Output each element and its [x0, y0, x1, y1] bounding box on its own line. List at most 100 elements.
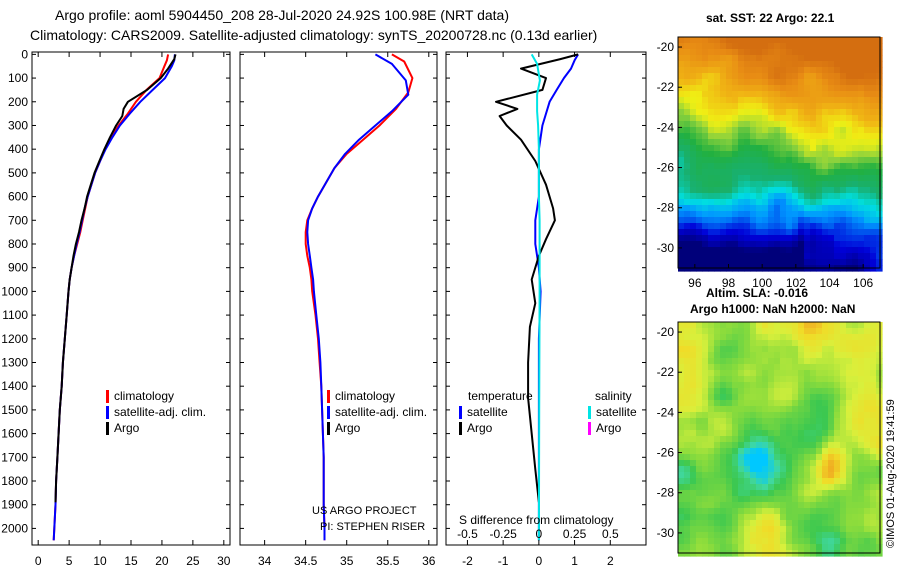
sst-map-cell: [684, 121, 691, 128]
salinity-panel-frame: [239, 51, 438, 546]
sla-map-cell: [762, 502, 769, 509]
sla-map-cell: [684, 532, 691, 539]
sst-map-cell: [846, 217, 853, 224]
sst-map-cell: [690, 175, 697, 182]
sla-map-cell: [738, 484, 745, 491]
sst-map-cell: [720, 247, 727, 254]
sst-map-cell: [810, 211, 817, 218]
sla-map-cell: [864, 532, 871, 539]
sla-map-cell: [696, 448, 703, 455]
sst-map-cell: [780, 223, 787, 230]
sla-map-cell: [870, 376, 877, 383]
sla-map-cell: [840, 448, 847, 455]
sla-map-cell: [726, 448, 733, 455]
sla-map-cell: [792, 460, 799, 467]
sst-map-cell: [858, 205, 865, 212]
sst-map-cell: [876, 259, 883, 266]
sla-map-cell: [852, 508, 859, 515]
sla-map-cell: [816, 454, 823, 461]
sst-map-cell: [696, 181, 703, 188]
sla-map-cell: [690, 436, 697, 443]
sla-map-cell: [852, 424, 859, 431]
sla-map-cell: [840, 454, 847, 461]
map-y-tick-label: -26: [657, 161, 675, 175]
sst-map-cell: [834, 241, 841, 248]
sla-map-cell: [864, 400, 871, 407]
sst-map-cell: [786, 121, 793, 128]
series-climatology: [52, 54, 170, 541]
sst-map-cell: [846, 199, 853, 206]
sst-map-cell: [792, 217, 799, 224]
sla-map-cell: [804, 502, 811, 509]
sst-map-cell: [720, 43, 727, 50]
sst-map-cell: [678, 151, 685, 158]
sst-map-cell: [684, 97, 691, 104]
sst-map-cell: [696, 223, 703, 230]
sst-map-cell: [714, 79, 721, 86]
sst-map-cell: [858, 199, 865, 206]
sst-map-cell: [690, 211, 697, 218]
sla-map-cell: [786, 412, 793, 419]
sst-map-cell: [690, 97, 697, 104]
sla-map-cell: [834, 538, 841, 545]
difference-x-axis: -2 -1 0 1 2-0.5 -0.25 0 0.25 0.5: [457, 52, 619, 568]
sst-map-cell: [828, 241, 835, 248]
sst-map-cell: [816, 79, 823, 86]
sla-map-cell: [822, 370, 829, 377]
sla-map-cell: [696, 430, 703, 437]
sla-map-cell: [780, 436, 787, 443]
sst-map-cell: [858, 145, 865, 152]
sst-map-cell: [684, 67, 691, 74]
sst-map-cell: [702, 211, 709, 218]
sla-map-cell: [798, 430, 805, 437]
sla-map-cell: [780, 502, 787, 509]
sst-map-cell: [864, 247, 871, 254]
sst-map-cell: [858, 67, 865, 74]
sla-map-cell: [708, 496, 715, 503]
sla-map-cell: [816, 448, 823, 455]
sst-map-cell: [714, 157, 721, 164]
sla-map-cell: [768, 358, 775, 365]
sst-map-cell: [822, 73, 829, 80]
sst-map-cell: [696, 151, 703, 158]
sla-map-cell: [720, 526, 727, 533]
sla-map-cell: [750, 478, 757, 485]
sla-map-cell: [834, 418, 841, 425]
sst-map-cell: [822, 169, 829, 176]
sst-map-cell: [702, 139, 709, 146]
sst-map-cell: [756, 73, 763, 80]
sla-map-cell: [756, 430, 763, 437]
sla-map-cell: [774, 448, 781, 455]
sla-map-cell: [774, 382, 781, 389]
sst-map-cell: [690, 247, 697, 254]
legend-climatology: climatology: [335, 389, 395, 403]
sst-map-cell: [870, 235, 877, 242]
sst-map-cell: [804, 211, 811, 218]
sst-map-cell: [738, 193, 745, 200]
sst-map-cell: [840, 121, 847, 128]
sla-map-cell: [840, 460, 847, 467]
sla-map-cell: [732, 460, 739, 467]
sla-map-cell: [726, 400, 733, 407]
sla-map-cell: [702, 466, 709, 473]
sst-map-cell: [852, 121, 859, 128]
sla-map-cell: [822, 514, 829, 521]
legend-salinity-satellite: satellite: [596, 405, 637, 419]
sst-map-cell: [792, 103, 799, 110]
sst-map-cell: [780, 187, 787, 194]
sst-map-cell: [846, 73, 853, 80]
sla-map-cell: [768, 484, 775, 491]
sst-map-cell: [804, 175, 811, 182]
sla-map-cell: [738, 478, 745, 485]
sla-map-cell: [780, 382, 787, 389]
sst-map-cell: [690, 253, 697, 260]
sla-map-cell: [720, 394, 727, 401]
sst-map-cell: [678, 181, 685, 188]
sst-map-cell: [780, 133, 787, 140]
sst-map-cell: [810, 169, 817, 176]
sst-map-cell: [780, 121, 787, 128]
sst-map-cell: [846, 133, 853, 140]
sst-map-cell: [756, 145, 763, 152]
sst-map-cell: [702, 247, 709, 254]
sla-map-cell: [858, 382, 865, 389]
